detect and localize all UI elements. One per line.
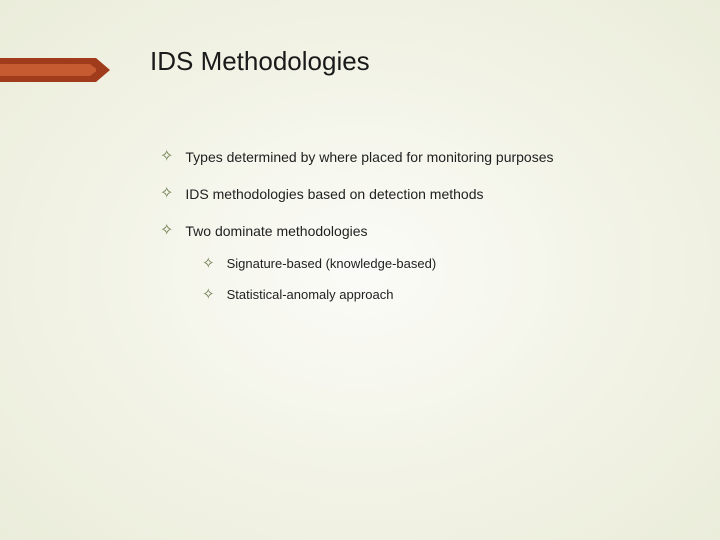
diamond-bullet-icon: ✧ (202, 287, 215, 302)
accent-ribbon (0, 58, 96, 82)
list-item: ✧ Types determined by where placed for m… (160, 148, 680, 167)
list-subitem: ✧ Statistical-anomaly approach (202, 286, 680, 304)
list-item: ✧ IDS methodologies based on detection m… (160, 185, 680, 204)
slide-body: ✧ Types determined by where placed for m… (160, 148, 680, 310)
slide-title: IDS Methodologies (150, 46, 370, 77)
diamond-bullet-icon: ✧ (160, 223, 173, 239)
list-subitem-text: Statistical-anomaly approach (227, 286, 394, 304)
list-item: ✧ Two dominate methodologies (160, 222, 680, 241)
list-subitem-text: Signature-based (knowledge-based) (227, 255, 437, 273)
list-item-text: Two dominate methodologies (185, 222, 367, 241)
diamond-bullet-icon: ✧ (202, 256, 215, 271)
list-item-text: IDS methodologies based on detection met… (185, 185, 483, 204)
diamond-bullet-icon: ✧ (160, 186, 173, 202)
diamond-bullet-icon: ✧ (160, 149, 173, 165)
list-subitem: ✧ Signature-based (knowledge-based) (202, 255, 680, 273)
list-item-text: Types determined by where placed for mon… (185, 148, 553, 167)
